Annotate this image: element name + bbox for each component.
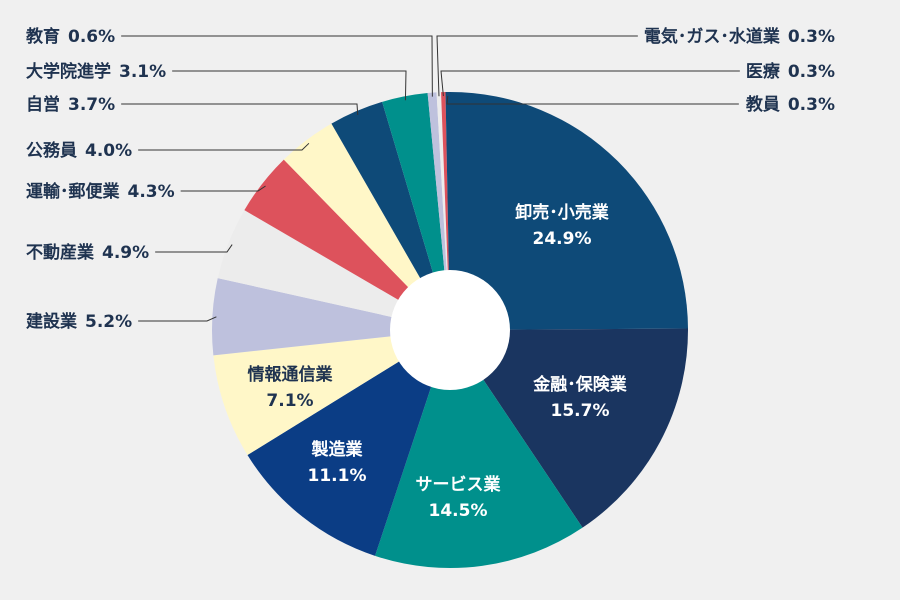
slice-name-label: 不動産業 <box>26 242 94 263</box>
slice-name-label: 製造業 <box>311 439 363 460</box>
leader-line <box>436 35 638 97</box>
slice-name-label: 建設業 <box>26 311 77 332</box>
slice-value-label: 14.5% <box>429 501 488 521</box>
slice-outside-label: 不動産業 4.9% <box>26 242 149 263</box>
slice-value-label: 5.2% <box>85 312 132 332</box>
slice-outside-label: 大学院進学 3.1% <box>26 61 166 82</box>
pie-slice <box>213 330 450 455</box>
labels-layer: 卸売･小売業 24.9% 金融･保険業 15.7% サービス業 14.5% 製造業 11.1%… <box>25 26 835 521</box>
slice-value-label: 4.9% <box>102 243 149 263</box>
slice-name-label: 卸売･小売業 <box>515 202 609 223</box>
leader-line <box>440 70 740 97</box>
leader-line <box>172 70 407 101</box>
pie-slice <box>247 330 450 556</box>
leader-line <box>138 316 217 322</box>
slice-value-label: 4.0% <box>85 141 132 161</box>
pie-slice <box>217 210 450 330</box>
pie-slice <box>331 101 450 330</box>
pie-slice <box>244 159 450 330</box>
slice-outside-label: 電気･ガス･水道業 0.3% <box>644 26 835 47</box>
slice-value-label: 4.3% <box>128 182 175 202</box>
pie-slice <box>375 330 583 569</box>
pie-slice <box>450 92 688 330</box>
leader-line <box>121 103 359 115</box>
slice-outside-label: 公務員 4.0% <box>26 140 132 161</box>
donut-hole <box>390 270 510 390</box>
slice-outside-label: 医療 0.3% <box>746 61 835 82</box>
slice-name-label: 公務員 <box>26 140 77 161</box>
pie-slice <box>450 328 688 528</box>
pie-slice <box>382 93 450 331</box>
slice-name-label: 自営 <box>26 94 60 115</box>
leader-line <box>180 185 266 192</box>
slice-value-label: 24.9% <box>533 229 592 249</box>
slices-layer <box>212 92 688 569</box>
leader-line <box>138 142 310 151</box>
slice-value-label: 15.7% <box>551 401 610 421</box>
slice-value-label: 0.6% <box>68 27 115 47</box>
slice-value-label: 3.7% <box>68 95 115 115</box>
slice-value-label: 0.3% <box>788 62 835 82</box>
pie-slice <box>283 123 450 330</box>
slice-name-label: 運輸･郵便業 <box>26 181 120 202</box>
slice-name-label: サービス業 <box>416 474 501 495</box>
slice-value-label: 7.1% <box>266 391 313 411</box>
slice-name-label: 情報通信業 <box>248 364 333 385</box>
slice-value-label: 0.3% <box>788 95 835 115</box>
slice-outside-label: 教員 0.3% <box>745 94 835 115</box>
leader-line <box>155 244 233 253</box>
slice-name-label: 医療 <box>746 61 781 82</box>
slice-name-label: 教員 <box>745 94 780 115</box>
slice-name-label: 金融･保険業 <box>532 374 627 395</box>
slice-outside-label: 自営 3.7% <box>26 94 115 115</box>
leader-line <box>121 35 433 97</box>
slice-outside-label: 建設業 5.2% <box>26 311 132 332</box>
slice-value-label: 11.1% <box>308 466 367 486</box>
slice-name-label: 教育 <box>25 26 60 47</box>
slice-outside-label: 運輸･郵便業 4.3% <box>26 181 175 202</box>
slice-outside-label: 教育 0.6% <box>25 26 115 47</box>
slice-name-label: 大学院進学 <box>26 61 111 82</box>
slice-value-label: 3.1% <box>119 62 166 82</box>
slice-name-label: 電気･ガス･水道業 <box>644 26 780 47</box>
leader-line <box>446 95 739 105</box>
slice-value-label: 0.3% <box>788 27 835 47</box>
